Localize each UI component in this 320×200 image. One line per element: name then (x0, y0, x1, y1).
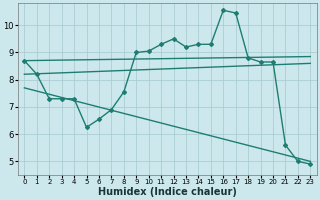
X-axis label: Humidex (Indice chaleur): Humidex (Indice chaleur) (98, 187, 237, 197)
